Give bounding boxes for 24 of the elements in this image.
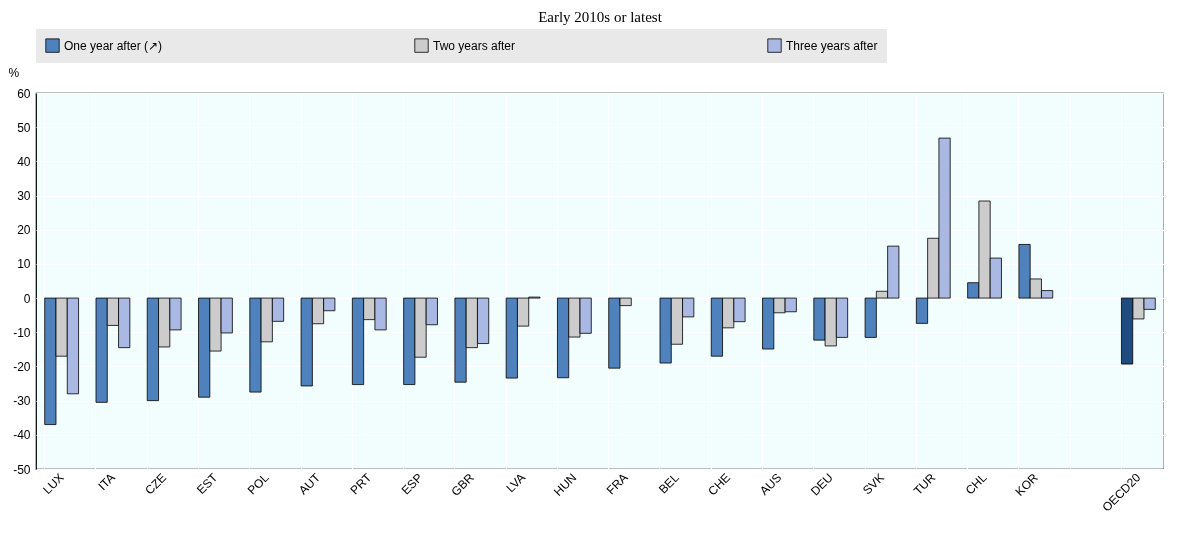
x-tick-label: LVA xyxy=(503,470,529,496)
x-tick-label: POL xyxy=(244,470,272,498)
y-tick-label: -30 xyxy=(13,394,31,409)
legend-label: Three years after xyxy=(786,38,878,53)
y-tick-label: 60 xyxy=(17,86,31,101)
y-tick-label: 0 xyxy=(23,291,31,306)
y-tick-label: -10 xyxy=(13,325,31,340)
y-tick-label: -20 xyxy=(13,359,31,374)
x-tick-label: CHL xyxy=(962,470,990,498)
x-tick-label: FRA xyxy=(603,470,631,498)
y-tick-label: 40 xyxy=(17,154,31,169)
y-tick-label: 30 xyxy=(17,189,31,204)
x-tick-label: BEL xyxy=(655,470,683,497)
chart-title: Early 2010s or latest xyxy=(538,9,663,25)
legend-label: Two years after xyxy=(433,38,516,53)
y-tick-label: -40 xyxy=(13,428,31,443)
y-tick-label: 10 xyxy=(17,257,31,272)
y-tick-label: 20 xyxy=(17,223,31,238)
y-tick-label: 50 xyxy=(17,120,31,135)
x-tick-label: TUR xyxy=(910,470,939,498)
legend-label: One year after (↗) xyxy=(64,38,163,53)
x-tick-label: ITA xyxy=(95,470,118,494)
y-axis-title: % xyxy=(8,65,20,80)
y-tick-label: -50 xyxy=(13,462,31,477)
